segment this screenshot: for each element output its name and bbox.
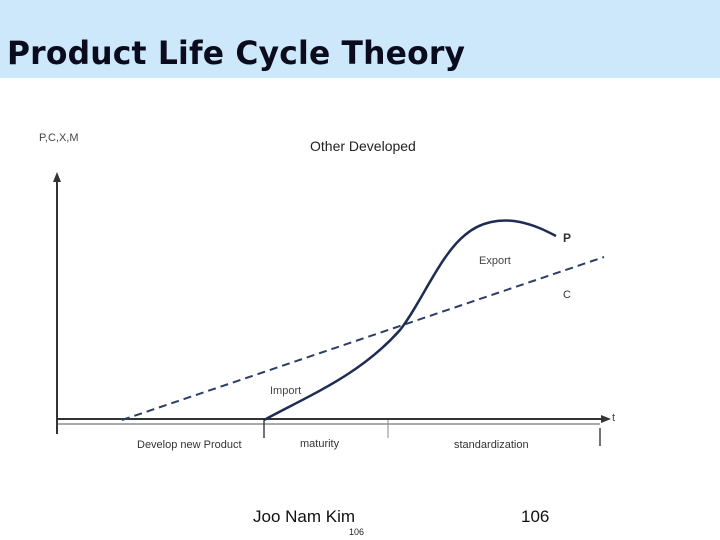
series-p-line: [263, 219, 557, 422]
x-axis-label: t: [612, 412, 615, 424]
y-axis-arrow: [53, 172, 61, 182]
series-c-line: [121, 256, 605, 421]
slide-title: Product Life Cycle Theory: [7, 34, 466, 72]
chart-title: Other Developed: [310, 138, 416, 154]
y-axis-label: P,C,X,M: [39, 132, 79, 144]
series-p-label: P: [563, 231, 571, 245]
stage-label-standardization: standardization: [454, 439, 529, 451]
x-axis-arrow: [601, 415, 611, 423]
series-c-label: C: [563, 289, 571, 301]
stage-label-develop: Develop new Product: [137, 439, 242, 451]
title-bar: [0, 0, 720, 78]
footer-small-page-number: 106: [349, 527, 365, 537]
export-annotation: Export: [479, 255, 511, 267]
stage-label-maturity: maturity: [300, 438, 340, 450]
footer-page-number: 106: [521, 507, 550, 526]
import-annotation: Import: [270, 385, 301, 397]
footer-author: Joo Nam Kim: [253, 507, 356, 526]
